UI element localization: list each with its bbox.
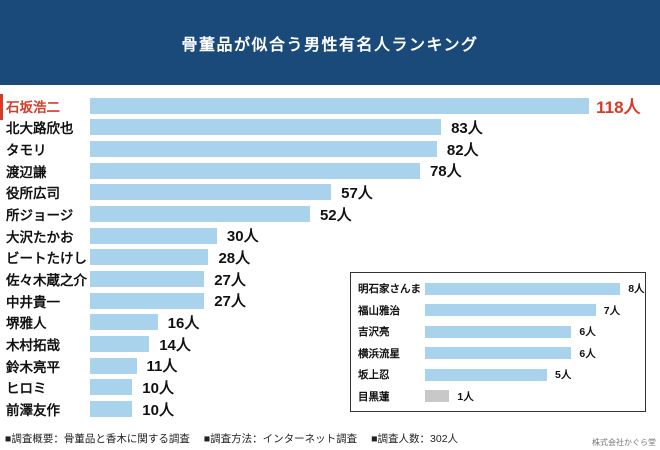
bar-row-7: 大沢たかお 30人: [0, 225, 660, 247]
rank1-accent-marker: [0, 94, 3, 120]
value-label: 27人: [214, 271, 246, 289]
celebrity-name: 所ジョージ: [6, 208, 74, 224]
bar: [90, 119, 442, 136]
value-label: 83人: [451, 119, 483, 137]
celebrity-name: 役所広司: [6, 186, 60, 202]
bar: [425, 282, 621, 295]
company-credit: 株式会社かぐら堂: [592, 438, 656, 447]
value-label: 118人: [596, 98, 641, 118]
bar: [90, 292, 205, 309]
value-label: 16人: [167, 314, 200, 332]
bar: [425, 347, 572, 360]
bar: [425, 325, 572, 338]
inset-bar-row-1: 明石家さんま 8人: [351, 278, 645, 300]
bar-row-6: 所ジョージ 52人: [0, 203, 660, 225]
bar: [90, 227, 217, 244]
bar-row-10: 中井貴一 27人: [0, 290, 660, 312]
celebrity-name: ビートたけし: [6, 251, 87, 267]
celebrity-name: 北大路欣也: [6, 121, 74, 137]
bar: [90, 357, 137, 374]
celebrity-name: 横浜流星: [358, 347, 400, 360]
bar-row-4: 渡辺謙 78人: [0, 160, 660, 182]
page-title: 骨董品が似合う男性有名人ランキング: [181, 36, 479, 54]
value-label: 11人: [146, 358, 178, 376]
celebrity-name: 渡辺謙: [6, 164, 47, 180]
inset-bar-chart: 明石家さんま 8人 福山雅治 7人 吉沢亮 6人 横浜流星 6人 坂上忍 5人 …: [350, 272, 646, 412]
inset-bar-row-6: 目黒蓮 1人: [351, 386, 645, 408]
value-label: 6人: [579, 347, 596, 360]
value-label: 1人: [457, 390, 474, 403]
celebrity-name: 中井貴一: [6, 294, 60, 310]
value-label: 52人: [319, 206, 352, 224]
celebrity-name: ヒロミ: [6, 381, 47, 397]
bar-row-14: ヒロミ 10人: [0, 377, 660, 399]
value-label: 6人: [579, 326, 596, 339]
value-label: 28人: [218, 249, 251, 267]
bar: [90, 97, 590, 114]
value-label: 10人: [142, 401, 174, 419]
inset-bar-row-5: 坂上忍 5人: [351, 364, 645, 386]
header-banner: 骨董品が似合う男性有名人ランキング: [0, 0, 660, 85]
bar-row-3: タモリ 82人: [0, 138, 660, 160]
celebrity-name: タモリ: [6, 143, 47, 159]
value-label: 57人: [341, 184, 373, 202]
celebrity-name: 木村拓哉: [6, 338, 60, 354]
bar: [90, 162, 420, 179]
survey-count: ■調査人数：302人: [371, 433, 459, 445]
bar: [90, 184, 332, 201]
bar: [90, 336, 150, 353]
bar-row-8: ビートたけし 28人: [0, 247, 660, 269]
bar: [425, 390, 450, 403]
celebrity-name: 鈴木亮平: [6, 359, 60, 375]
bar-row-1: 石坂浩二 118人: [0, 95, 660, 117]
survey-method: ■調査方法：インターネット調査: [203, 433, 358, 445]
value-label: 30人: [226, 228, 259, 246]
bar: [425, 368, 547, 381]
bar-row-5: 役所広司 57人: [0, 182, 660, 204]
value-label: 5人: [555, 369, 572, 382]
celebrity-name: 福山雅治: [358, 304, 400, 317]
inset-bar-row-2: 福山雅治 7人: [351, 300, 645, 322]
celebrity-name: 佐々木蔵之介: [6, 273, 87, 289]
celebrity-name: 石坂浩二: [6, 99, 60, 115]
bar: [90, 314, 158, 331]
celebrity-name: 明石家さんま: [358, 283, 421, 296]
value-label: 7人: [603, 304, 621, 317]
bar: [90, 249, 209, 266]
celebrity-name: 吉沢亮: [358, 326, 390, 339]
value-label: 14人: [159, 336, 191, 354]
bar: [90, 401, 133, 418]
celebrity-name: 堺雅人: [6, 316, 47, 332]
inset-bar-row-4: 横浜流星 6人: [351, 343, 645, 365]
survey-info-footer: ■調査概要：骨董品と香木に関する調査 ■調査方法：インターネット調査 ■調査人数…: [5, 431, 458, 446]
value-label: 8人: [628, 283, 645, 296]
bar: [90, 271, 205, 288]
bar-row-11: 堺雅人 16人: [0, 312, 660, 334]
main-bar-chart: 石坂浩二 118人 北大路欣也 83人 タモリ 82人 渡辺謙 78人 役所広司…: [0, 95, 660, 420]
bar-row-2: 北大路欣也 83人: [0, 117, 660, 139]
celebrity-name: 目黒蓮: [358, 390, 390, 403]
value-label: 27人: [214, 293, 246, 311]
bar-row-9: 佐々木蔵之介 27人: [0, 268, 660, 290]
celebrity-name: 坂上忍: [358, 369, 390, 382]
bar: [90, 141, 437, 158]
value-label: 82人: [446, 141, 479, 159]
inset-bar-row-3: 吉沢亮 6人: [351, 321, 645, 343]
value-label: 10人: [142, 379, 174, 397]
bar: [90, 379, 133, 396]
bar-row-12: 木村拓哉 14人: [0, 333, 660, 355]
celebrity-name: 前澤友作: [6, 403, 60, 419]
value-label: 78人: [429, 163, 462, 181]
bar-row-13: 鈴木亮平 11人: [0, 355, 660, 377]
bar: [425, 304, 596, 317]
survey-overview: ■調査概要：骨董品と香木に関する調査: [5, 433, 190, 445]
bar-row-15: 前澤友作 10人: [0, 398, 660, 420]
bar: [90, 206, 310, 223]
celebrity-name: 大沢たかお: [6, 229, 74, 245]
